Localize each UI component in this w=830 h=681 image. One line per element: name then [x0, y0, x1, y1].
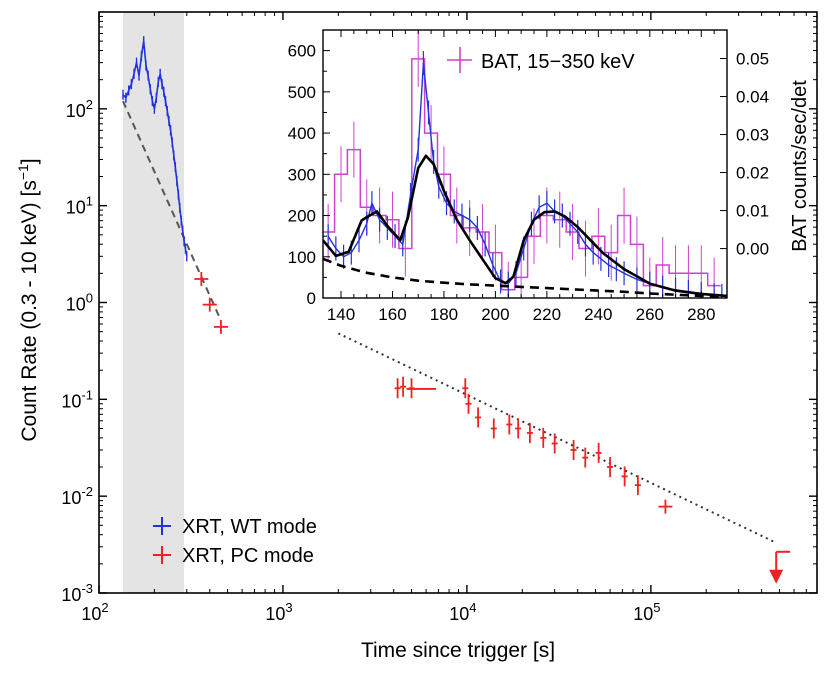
- x-tick-label-0: 102: [81, 600, 108, 624]
- inset-y-tick-label-3: 300: [288, 165, 316, 184]
- pc-point-10: [506, 414, 513, 435]
- inset-y2-tick-label-3: 0.03: [736, 126, 769, 145]
- inset-x-tick-label-6: 260: [636, 305, 664, 324]
- pc-point-17: [595, 442, 602, 463]
- inset-tick-labels: 140 160 180 200 220 240 260 280 0 100 200 300 400 500…: [288, 42, 769, 324]
- inset-legend-label: BAT, 15−350 keV: [481, 51, 635, 73]
- pc-point-21: [658, 499, 673, 514]
- main-tick-labels: 102 103 104 105 10-3 10-2 10-1 100 101 102: [61, 97, 660, 624]
- inset-x-tick-label-3: 200: [481, 305, 509, 324]
- pc-point-18: [607, 457, 614, 478]
- legend-label-wt: XRT, WT mode: [182, 516, 317, 538]
- inset-underlying-curve: [323, 257, 727, 298]
- inset-x-tick-label-1: 160: [378, 305, 406, 324]
- legend: XRT, WT mode XRT, PC mode: [153, 516, 317, 567]
- bat-histogram: [323, 58, 721, 291]
- x-axis-label: Time since trigger [s]: [361, 639, 555, 662]
- y-axis-label: Count Rate (0.3 - 10 keV) [s−1]: [15, 158, 41, 441]
- main-marks: [122, 36, 791, 584]
- pc-point-14: [551, 433, 558, 454]
- inset-y2-tick-label-2: 0.02: [736, 164, 769, 183]
- pc-point-6: [462, 378, 469, 399]
- inset-y-tick-label-1: 100: [288, 248, 316, 267]
- pc-point-1: [202, 297, 217, 312]
- y-tick-label-5: 102: [66, 97, 93, 121]
- inset-background: [323, 30, 727, 298]
- upper-limit-marker: [769, 550, 791, 584]
- inset-y2-tick-label-0: 0.00: [736, 240, 769, 259]
- pc-point-20: [634, 475, 641, 496]
- pc-point-8: [475, 407, 482, 428]
- pc-point-2: [213, 319, 228, 334]
- inset-marks: [323, 30, 727, 298]
- pc-point-3: [394, 378, 401, 399]
- y-tick-label-0: 10-3: [61, 581, 93, 605]
- wt-series-line: [122, 40, 188, 257]
- pc-point-16: [582, 447, 589, 468]
- inset-y-tick-label-4: 400: [288, 124, 316, 143]
- fit-line-dotted: [337, 332, 777, 544]
- inset-y-tick-label-0: 0: [307, 289, 316, 308]
- inset-plot-frame: [322, 29, 728, 299]
- legend-label-pc: XRT, PC mode: [182, 545, 314, 567]
- y-tick-label-2: 10-1: [61, 387, 93, 411]
- inset-x-tick-label-7: 280: [687, 305, 715, 324]
- legend-item-pc: XRT, PC mode: [153, 545, 314, 567]
- inset-chart: 140 160 180 200 220 240 260 280 0 100 200 300 400 500…: [288, 29, 811, 324]
- inset-y-tick-label-5: 500: [288, 83, 316, 102]
- inset-y-tick-label-6: 600: [288, 42, 316, 61]
- pc-point-19: [621, 466, 628, 487]
- x-tick-label-2: 104: [449, 600, 476, 624]
- inset-x-tick-label-5: 240: [584, 305, 612, 324]
- inset-x-tick-label-0: 140: [327, 305, 355, 324]
- main-ticks: [98, 12, 818, 594]
- x-tick-label-1: 103: [265, 600, 292, 624]
- inset-ticks: [323, 29, 727, 299]
- inset-model-curve: [323, 154, 727, 298]
- inset-y2-tick-label-4: 0.04: [736, 88, 769, 107]
- pc-point-15: [570, 439, 577, 460]
- pc-point-9: [490, 418, 497, 439]
- pc-point-4: [400, 376, 407, 397]
- inset-y-tick-label-2: 200: [288, 207, 316, 226]
- inset-x-tick-label-4: 220: [533, 305, 561, 324]
- inset-x-tick-label-2: 180: [430, 305, 458, 324]
- inset-legend: BAT, 15−350 keV: [447, 47, 635, 73]
- y-tick-label-4: 101: [66, 194, 93, 218]
- x-tick-label-3: 105: [633, 600, 660, 624]
- pc-point-11: [515, 418, 522, 439]
- upper-limit-arrow: [769, 569, 784, 584]
- fit-line-dashed: [122, 100, 222, 322]
- inset-y2-tick-label-1: 0.01: [736, 202, 769, 221]
- inset-y2-tick-label-5: 0.05: [736, 50, 769, 69]
- y-tick-label-3: 100: [66, 291, 93, 315]
- y-tick-label-1: 10-2: [61, 484, 93, 508]
- inset-y2-axis-label: BAT counts/sec/det: [789, 80, 811, 252]
- pc-point-12: [526, 422, 533, 443]
- legend-item-wt: XRT, WT mode: [153, 516, 317, 538]
- pc-point-0: [194, 271, 209, 286]
- pc-point-7: [465, 393, 472, 414]
- pc-point-13: [540, 427, 547, 448]
- shaded-region: [122, 12, 185, 593]
